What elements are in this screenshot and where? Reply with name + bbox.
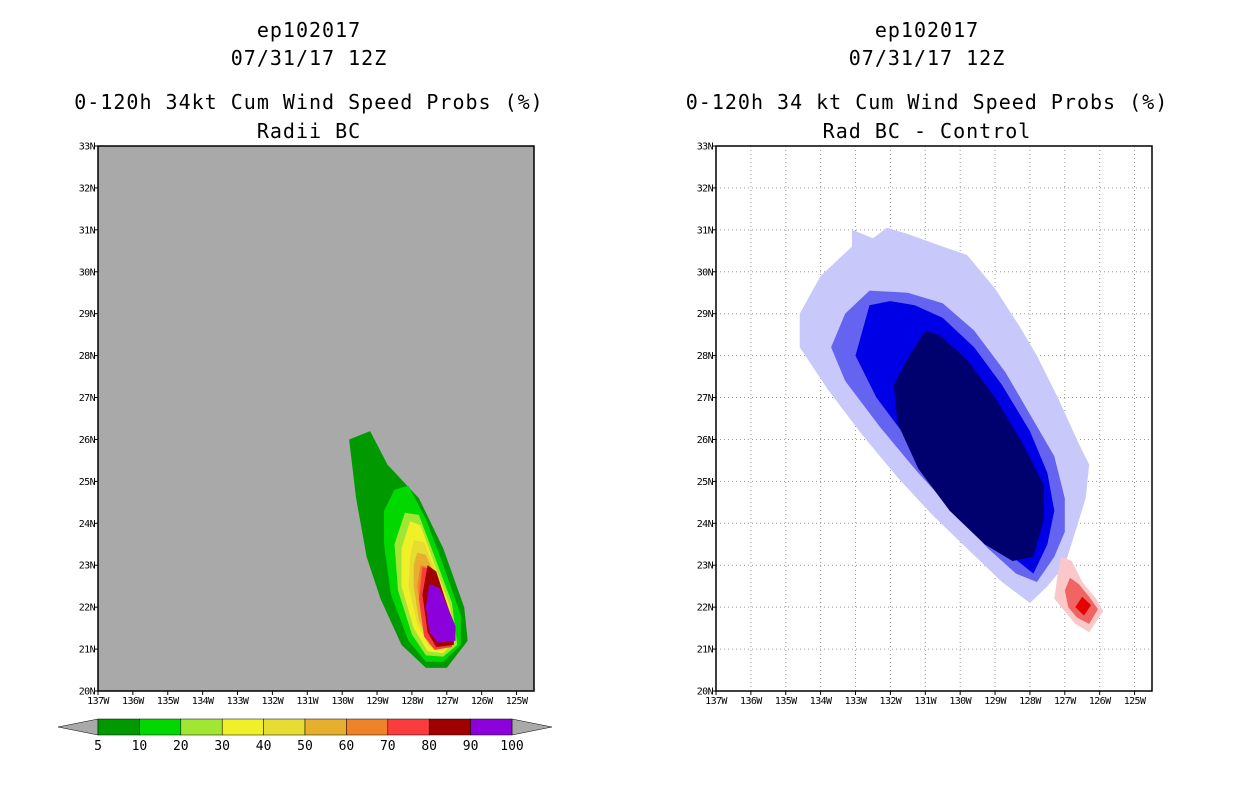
x-tick-label: 127W — [436, 696, 459, 707]
colorbar-swatch — [263, 718, 306, 736]
colorbar-label: 40 — [256, 739, 272, 754]
x-tick-label: 126W — [471, 696, 494, 707]
colorbar-swatch — [304, 718, 347, 736]
colorbar-label: 5 — [94, 739, 102, 754]
colorbar-swatch — [221, 718, 264, 736]
colorbar-swatch — [139, 718, 182, 736]
colorbar-label: 90 — [463, 739, 479, 754]
y-tick-label: 33N — [79, 142, 96, 153]
right-title-line-1: ep102017 — [875, 18, 979, 42]
y-tick-label: 29N — [697, 309, 714, 320]
y-tick-label: 22N — [79, 603, 96, 614]
x-tick-label: 137W — [87, 696, 110, 707]
y-tick-label: 21N — [697, 645, 714, 656]
x-tick-label: 136W — [122, 696, 145, 707]
contour-level-minus-10 — [893, 330, 1044, 561]
colorbar-swatch — [428, 718, 471, 736]
x-tick-label: 125W — [1124, 696, 1147, 707]
y-tick-label: 31N — [697, 225, 714, 236]
y-tick-label: 31N — [79, 225, 96, 236]
y-tick-label: 28N — [79, 351, 96, 362]
right-title-line-2: 07/31/17 12Z — [849, 46, 1006, 70]
colorbar-label: 60 — [339, 739, 355, 754]
plot-background — [98, 146, 534, 691]
y-tick-label: 32N — [79, 183, 96, 194]
colorbar-label: 30 — [214, 739, 230, 754]
y-tick-label: 25N — [79, 477, 96, 488]
y-tick-label: 32N — [697, 183, 714, 194]
y-tick-label: 20N — [697, 687, 714, 698]
right-title-line-3: 0-120h 34 kt Cum Wind Speed Probs (%) — [686, 90, 1169, 114]
y-tick-label: 28N — [697, 351, 714, 362]
colorbar-label: 100 — [500, 739, 523, 754]
x-tick-label: 127W — [1054, 696, 1077, 707]
y-tick-label: 26N — [697, 435, 714, 446]
x-tick-label: 126W — [1089, 696, 1112, 707]
x-tick-label: 132W — [880, 696, 903, 707]
x-tick-label: 131W — [914, 696, 937, 707]
left-title-line-4: Radii BC — [257, 119, 361, 143]
colorbar-label: 10 — [132, 739, 148, 754]
x-tick-label: 131W — [296, 696, 319, 707]
colorbar-swatch — [470, 718, 513, 736]
colorbar-extend-high — [511, 718, 553, 736]
y-tick-label: 25N — [697, 477, 714, 488]
x-tick-label: 134W — [192, 696, 215, 707]
x-tick-label: 136W — [740, 696, 763, 707]
contour-level-5 — [1075, 596, 1091, 616]
left-plot-area: 137W 136W 135W 134W 133W 132W 131W 130W 129W 128W… — [79, 142, 535, 707]
y-tick-label: 23N — [79, 561, 96, 572]
y-tick-label: 27N — [697, 393, 714, 404]
y-tick-label: 30N — [697, 267, 714, 278]
y-tick-label: 21N — [79, 645, 96, 656]
x-tick-label: 133W — [845, 696, 868, 707]
right-title-line-4: Rad BC - Control — [823, 119, 1032, 143]
x-tick-label: 130W — [949, 696, 972, 707]
x-tick-label: 135W — [775, 696, 798, 707]
colorbar-label: 50 — [297, 739, 313, 754]
y-tick-label: 24N — [697, 519, 714, 530]
colorbar-swatch — [97, 718, 140, 736]
plot-frame — [97, 145, 535, 692]
plot-frame — [715, 145, 1153, 692]
right-plot-area: 137W 136W 135W 134W 133W 132W 131W 130W 129W 128W… — [697, 142, 1153, 707]
y-tick-label: 26N — [79, 435, 96, 446]
y-tick-label: 20N — [79, 687, 96, 698]
y-tick-label: 27N — [79, 393, 96, 404]
x-tick-label: 134W — [810, 696, 833, 707]
x-tick-label: 133W — [227, 696, 250, 707]
colorbar-label: 20 — [173, 739, 189, 754]
y-tick-label: 24N — [79, 519, 96, 530]
left-title-line-1: ep102017 — [257, 18, 361, 42]
left-colorbar: 5 10 20 30 40 50 60 70 80 90 100 — [57, 718, 553, 754]
x-tick-label: 125W — [506, 696, 529, 707]
x-tick-label: 137W — [705, 696, 728, 707]
left-chart-svg: ep102017 07/31/17 12Z 0-120h 34kt Cum Wi… — [57, 18, 553, 754]
x-tick-label: 128W — [401, 696, 424, 707]
x-tick-label: 129W — [984, 696, 1007, 707]
left-title-line-2: 07/31/17 12Z — [231, 46, 388, 70]
x-tick-label: 132W — [262, 696, 285, 707]
colorbar-label: 70 — [380, 739, 396, 754]
y-tick-label: 29N — [79, 309, 96, 320]
right-chart-svg: ep102017 07/31/17 12Z 0-120h 34 kt Cum W… — [686, 18, 1169, 707]
colorbar-swatch — [387, 718, 430, 736]
colorbar-label: 80 — [421, 739, 437, 754]
x-tick-label: 128W — [1019, 696, 1042, 707]
y-tick-label: 23N — [697, 561, 714, 572]
x-tick-label: 129W — [366, 696, 389, 707]
y-tick-label: 33N — [697, 142, 714, 153]
colorbar-swatch — [180, 718, 223, 736]
colorbar-extend-low — [57, 718, 99, 736]
x-tick-label: 135W — [157, 696, 180, 707]
x-tick-label: 130W — [331, 696, 354, 707]
left-chart-panel: ep102017 07/31/17 12Z 0-120h 34kt Cum Wi… — [0, 0, 618, 800]
contour-level-90 — [425, 584, 456, 643]
left-title-line-3: 0-120h 34kt Cum Wind Speed Probs (%) — [74, 90, 543, 114]
right-chart-panel: ep102017 07/31/17 12Z 0-120h 34 kt Cum W… — [618, 0, 1236, 800]
colorbar-swatch — [346, 718, 389, 736]
y-tick-label: 30N — [79, 267, 96, 278]
y-tick-label: 22N — [697, 603, 714, 614]
